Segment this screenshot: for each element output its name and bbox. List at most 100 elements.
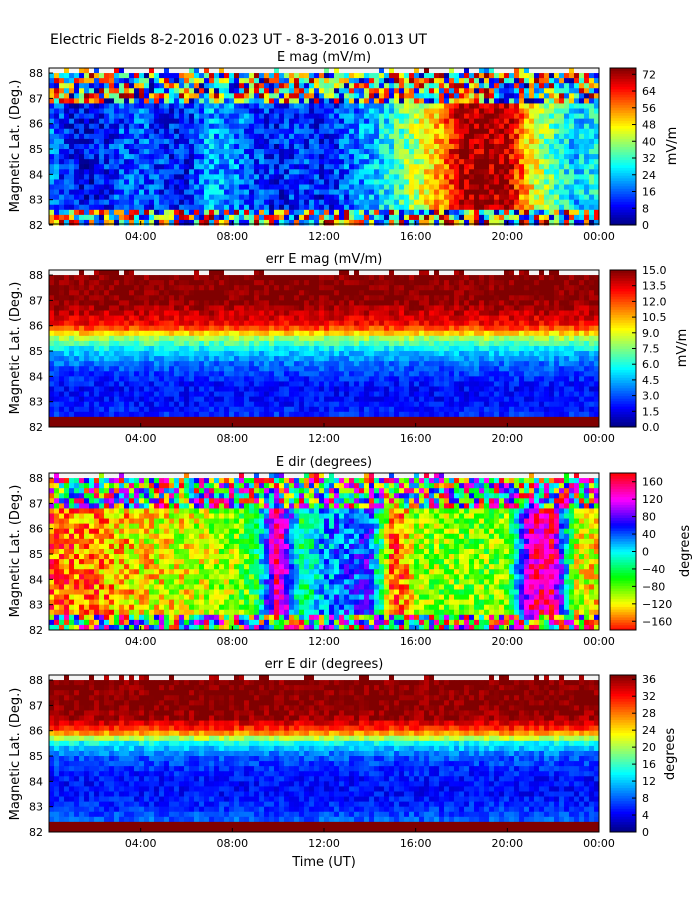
heat-cell [434, 98, 439, 103]
heat-cell [194, 316, 199, 321]
heat-cell [439, 190, 444, 195]
heat-cell [244, 285, 249, 290]
heat-cell [384, 184, 389, 189]
heat-cell [374, 93, 379, 98]
heat-cell [399, 321, 404, 326]
heat-cell [159, 93, 164, 98]
heat-cell [309, 275, 314, 280]
heat-cell [484, 280, 489, 285]
heat-cell [79, 129, 84, 134]
heat-cell [84, 205, 89, 210]
heat-cell [254, 149, 259, 154]
heat-cell [264, 129, 269, 134]
heat-cell [394, 190, 399, 195]
heat-cell [314, 331, 319, 336]
heat-cell [439, 98, 444, 103]
heat-cell [204, 144, 209, 149]
heat-cell [424, 275, 429, 280]
heat-cell [579, 98, 584, 103]
heat-cell [519, 83, 524, 88]
heat-cell [324, 129, 329, 134]
heat-cell [134, 98, 139, 103]
heat-cell [139, 134, 144, 139]
heat-cell [149, 280, 154, 285]
heat-cell [254, 285, 259, 290]
heat-cell [509, 311, 514, 316]
heat-cell [479, 290, 484, 295]
heat-cell [289, 200, 294, 205]
heat-cell [559, 169, 564, 174]
heat-cell [364, 305, 369, 310]
heat-cell [249, 134, 254, 139]
heat-cell [334, 300, 339, 305]
heat-cell [429, 316, 434, 321]
heat-cell [444, 109, 449, 114]
heat-cell [564, 300, 569, 305]
heat-cell [554, 210, 559, 215]
heat-cell [574, 215, 579, 220]
heat-cell [209, 270, 214, 275]
heat-cell [539, 83, 544, 88]
heat-cell [239, 331, 244, 336]
heat-cell [539, 68, 544, 73]
heat-cell [584, 144, 589, 149]
heat-cell [89, 159, 94, 164]
heat-cell [309, 316, 314, 321]
heat-cell [534, 119, 539, 124]
heat-cell [439, 83, 444, 88]
heat-cell [164, 109, 169, 114]
heat-cell [399, 164, 404, 169]
heat-cell [589, 114, 594, 119]
heat-cell [194, 311, 199, 316]
heat-cell [569, 195, 574, 200]
heat-cell [189, 290, 194, 295]
heat-cell [309, 154, 314, 159]
heat-cell [199, 129, 204, 134]
heat-cell [294, 83, 299, 88]
heat-cell [229, 195, 234, 200]
heat-cell [399, 149, 404, 154]
heat-cell [299, 316, 304, 321]
heat-cell [129, 190, 134, 195]
heat-cell [169, 220, 174, 225]
heat-cell [109, 68, 114, 73]
heat-cell [389, 210, 394, 215]
heat-cell [274, 321, 279, 326]
heat-cell [499, 316, 504, 321]
heat-cell [214, 210, 219, 215]
heat-cell [534, 184, 539, 189]
heat-cell [114, 300, 119, 305]
heat-cell [389, 200, 394, 205]
heat-cell [464, 270, 469, 275]
heat-cell [454, 275, 459, 280]
heat-cell [339, 109, 344, 114]
heat-cell [334, 174, 339, 179]
heat-cell [294, 134, 299, 139]
heat-cell [254, 270, 259, 275]
heat-cell [534, 220, 539, 225]
heat-cell [484, 93, 489, 98]
heat-cell [419, 124, 424, 129]
heat-cell [74, 184, 79, 189]
heat-cell [69, 149, 74, 154]
heat-cell [119, 321, 124, 326]
heat-cell [264, 109, 269, 114]
heat-cell [274, 190, 279, 195]
heat-cell [294, 93, 299, 98]
heat-cell [549, 270, 554, 275]
heat-cell [144, 98, 149, 103]
heat-cell [49, 174, 54, 179]
heat-cell [279, 109, 284, 114]
heat-cell [364, 124, 369, 129]
heat-cell [184, 124, 189, 129]
heat-cell [289, 83, 294, 88]
heat-cell [294, 129, 299, 134]
heat-cell [94, 109, 99, 114]
heat-cell [99, 149, 104, 154]
heat-cell [464, 93, 469, 98]
heat-cell [419, 305, 424, 310]
heat-cell [584, 215, 589, 220]
heat-cell [219, 78, 224, 83]
heat-cell [239, 184, 244, 189]
heat-cell [54, 159, 59, 164]
